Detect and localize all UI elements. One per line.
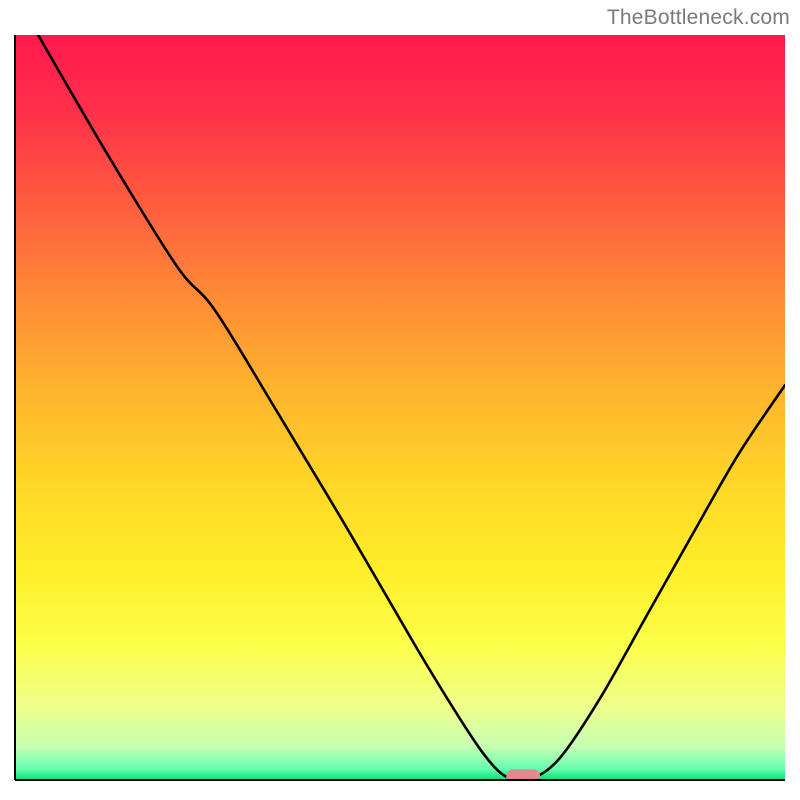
bottleneck-chart [0, 0, 800, 800]
chart-background [15, 35, 785, 780]
watermark-label: TheBottleneck.com [607, 6, 790, 30]
optimal-marker [506, 769, 540, 783]
chart-container: TheBottleneck.com [0, 0, 800, 800]
